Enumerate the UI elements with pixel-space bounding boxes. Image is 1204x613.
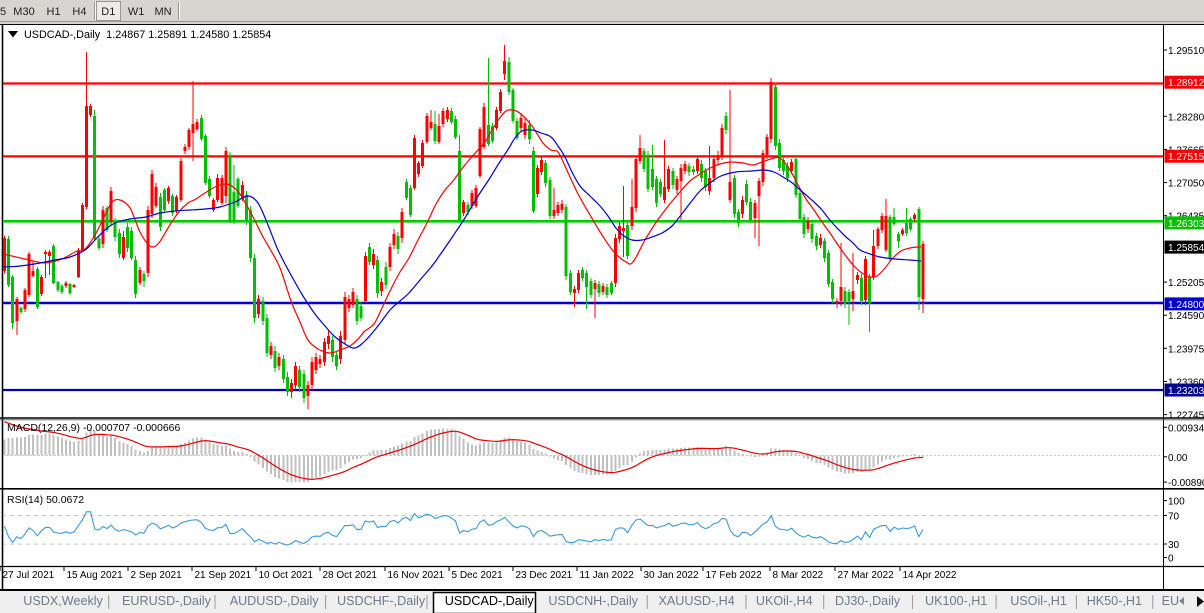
svg-text:30 Jan 2022: 30 Jan 2022 (644, 570, 699, 581)
svg-text:1.25854: 1.25854 (1168, 243, 1204, 254)
svg-text:1.27050: 1.27050 (1168, 179, 1204, 190)
svg-text:DJ30-,Daily: DJ30-,Daily (835, 594, 901, 608)
svg-text:1.29510: 1.29510 (1168, 46, 1204, 57)
svg-text:30: 30 (1168, 540, 1180, 551)
svg-text:-0.00890: -0.00890 (1168, 478, 1204, 489)
svg-text:17 Feb 2022: 17 Feb 2022 (706, 570, 763, 581)
svg-text:UKOil-,H4: UKOil-,H4 (756, 594, 813, 608)
svg-text:MN: MN (155, 6, 172, 18)
svg-text:MACD(12,26,9) -0.000707 -0.000: MACD(12,26,9) -0.000707 -0.000666 (7, 422, 181, 434)
svg-text:21 Sep 2021: 21 Sep 2021 (195, 570, 252, 581)
svg-text:23 Dec 2021: 23 Dec 2021 (516, 570, 573, 581)
svg-text:AUDUSD-,Daily: AUDUSD-,Daily (230, 594, 320, 608)
svg-text:USDCHF-,Daily: USDCHF-,Daily (337, 594, 426, 608)
svg-text:1.28912: 1.28912 (1168, 78, 1204, 89)
svg-text:H4: H4 (72, 6, 86, 18)
svg-text:70: 70 (1168, 512, 1180, 523)
svg-text:28 Oct 2021: 28 Oct 2021 (323, 570, 378, 581)
svg-text:UK100-,H1: UK100-,H1 (925, 594, 987, 608)
svg-text:1.26303: 1.26303 (1168, 219, 1204, 230)
svg-text:0: 0 (1168, 554, 1174, 565)
svg-text:EU: EU (1162, 594, 1180, 608)
svg-text:5 Dec 2021: 5 Dec 2021 (452, 570, 504, 581)
svg-text:USDCNH-,Daily: USDCNH-,Daily (548, 594, 638, 608)
svg-text:1.25205: 1.25205 (1168, 278, 1204, 289)
svg-text:D1: D1 (101, 6, 115, 18)
svg-text:8 Mar 2022: 8 Mar 2022 (773, 570, 824, 581)
svg-text:14 Apr 2022: 14 Apr 2022 (903, 570, 957, 581)
svg-text:W1: W1 (128, 6, 144, 18)
svg-text:0.009345: 0.009345 (1168, 423, 1204, 434)
svg-text:HK50-,H1: HK50-,H1 (1087, 594, 1142, 608)
svg-text:M30: M30 (13, 6, 34, 18)
svg-text:1.24800: 1.24800 (1168, 300, 1204, 311)
svg-text:1.23360: 1.23360 (1168, 378, 1204, 389)
svg-text:1.28280: 1.28280 (1168, 112, 1204, 123)
svg-text:16 Nov 2021: 16 Nov 2021 (388, 570, 445, 581)
svg-text:27 Jul 2021: 27 Jul 2021 (3, 570, 55, 581)
svg-text:USDCAD-,Daily 1.24867 1.25891: USDCAD-,Daily 1.24867 1.25891 1.24580 1.… (24, 29, 271, 41)
svg-text:USDCAD-,Daily: USDCAD-,Daily (445, 594, 535, 608)
svg-text:XAUUSD-,H4: XAUUSD-,H4 (659, 594, 735, 608)
svg-text:1.22745: 1.22745 (1168, 411, 1204, 422)
svg-text:USOil-,H1: USOil-,H1 (1010, 594, 1067, 608)
svg-text:RSI(14) 50.0672: RSI(14) 50.0672 (7, 494, 84, 506)
svg-text:0.00: 0.00 (1168, 453, 1188, 464)
svg-text:1.23203: 1.23203 (1168, 386, 1204, 397)
svg-text:1.23975: 1.23975 (1168, 344, 1204, 355)
svg-text:10 Oct 2021: 10 Oct 2021 (259, 570, 314, 581)
svg-text:2 Sep 2021: 2 Sep 2021 (131, 570, 183, 581)
svg-text:11 Jan 2022: 11 Jan 2022 (580, 570, 635, 581)
svg-text:1.24590: 1.24590 (1168, 311, 1204, 322)
svg-text:EURUSD-,Daily: EURUSD-,Daily (122, 594, 212, 608)
svg-text:100: 100 (1168, 497, 1185, 508)
svg-text:H1: H1 (47, 6, 61, 18)
svg-text:5: 5 (0, 6, 6, 18)
svg-text:15 Aug 2021: 15 Aug 2021 (67, 570, 124, 581)
svg-text:1.27515: 1.27515 (1168, 152, 1204, 163)
svg-text:27 Mar 2022: 27 Mar 2022 (838, 570, 895, 581)
svg-text:USDX,Weekly: USDX,Weekly (23, 594, 103, 608)
